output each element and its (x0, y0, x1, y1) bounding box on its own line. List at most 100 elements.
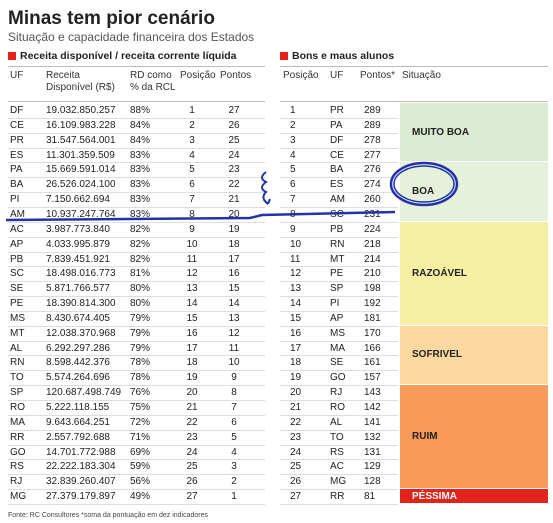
cell: 192 (364, 298, 381, 310)
row-rule (280, 489, 398, 491)
cell: 289 (364, 105, 381, 116)
row-rule (8, 400, 265, 401)
cell: 9 (231, 372, 237, 384)
cell: 128 (364, 476, 381, 488)
cell: MG (330, 476, 347, 488)
cell: 27 (290, 491, 302, 503)
row-rule (8, 177, 265, 179)
cell: 20 (186, 387, 198, 399)
section-heading: Bons e maus alunos (280, 50, 394, 62)
row-rule (8, 162, 265, 164)
cell: 10.937.247.764 (46, 208, 116, 220)
cell: AC (10, 223, 24, 235)
cell: 84% (130, 119, 151, 131)
cell: 16 (290, 327, 302, 339)
cell: CE (330, 149, 344, 161)
cell: 170 (364, 327, 381, 339)
cell: RO (330, 402, 345, 413)
cell: 1 (231, 491, 237, 503)
cell: 26.526.024.100 (46, 179, 116, 191)
cell: 22 (228, 179, 240, 191)
row-rule (280, 429, 398, 431)
subtitle: Situação e capacidade financeira dos Est… (8, 30, 255, 44)
cell: 278 (364, 134, 381, 146)
cell: AL (10, 342, 23, 354)
cell: 4 (231, 446, 237, 458)
cell: PE (330, 268, 344, 280)
cell: PI (10, 194, 20, 206)
cell: 5.222.118.155 (46, 402, 110, 413)
cell: 8 (189, 208, 195, 220)
cell: 72% (130, 416, 151, 428)
cell: 11 (186, 253, 198, 265)
cell: 83% (130, 194, 151, 206)
cell: RS (330, 446, 344, 458)
cell: 25 (290, 461, 302, 473)
row-rule (280, 147, 398, 149)
cell: 32.839.260.407 (46, 476, 116, 488)
cell: 83% (130, 208, 151, 220)
cell: 260 (364, 194, 381, 206)
row-rule (280, 400, 398, 401)
cell: 15 (228, 283, 240, 295)
cell: 231 (364, 208, 381, 220)
cell: 14.701.772.988 (46, 446, 116, 458)
cell: 75% (130, 402, 151, 413)
cell: PA (330, 119, 343, 131)
situation-band (400, 489, 548, 503)
cell: 25 (228, 134, 240, 146)
cell: 12 (228, 327, 240, 339)
row-rule (8, 385, 265, 387)
cell: 5.871.766.577 (46, 283, 110, 295)
cell: 15 (290, 312, 302, 324)
row-rule (8, 266, 265, 268)
row-rule (8, 355, 265, 357)
cell: SE (10, 283, 24, 295)
row-rule (8, 281, 265, 283)
cell: SE (330, 357, 344, 369)
cell: AC (330, 461, 344, 473)
cell: 17 (290, 342, 302, 354)
cell: 5 (189, 164, 195, 176)
cell: 7 (290, 194, 296, 206)
cell: 13 (186, 283, 198, 295)
cell: 5.574.264.696 (46, 372, 110, 384)
cell: ES (10, 149, 24, 161)
cell: 16 (186, 327, 198, 339)
cell: TO (10, 372, 24, 384)
cell: 13 (290, 283, 302, 295)
cell: RJ (10, 476, 23, 488)
situation-band (400, 162, 548, 221)
cell: 2 (189, 119, 195, 131)
column-header: Situação (402, 70, 441, 81)
cell: 19 (228, 223, 240, 235)
cell: 19 (186, 372, 198, 384)
cell: 69% (130, 446, 151, 458)
cell: 141 (364, 416, 381, 428)
row-rule (280, 355, 398, 357)
cell: 198 (364, 283, 381, 295)
cell: 4 (290, 149, 296, 161)
cell: 24 (186, 446, 198, 458)
cell: 276 (364, 164, 381, 176)
cell: 79% (130, 312, 151, 324)
cell: PI (330, 298, 340, 310)
cell: 14 (186, 298, 198, 310)
cell: 14 (290, 298, 302, 310)
cell: 23 (228, 164, 240, 176)
row-rule (8, 251, 265, 253)
cell: MG (10, 491, 27, 503)
cell: RS (10, 461, 24, 473)
row-rule (8, 474, 265, 476)
cell: 166 (364, 342, 381, 354)
cell: 82% (130, 223, 151, 235)
cell: 14 (228, 298, 240, 310)
cell: 9 (189, 223, 195, 235)
cell: RN (10, 357, 25, 369)
cell: 88% (130, 105, 151, 116)
cell: 8.430.674.405 (46, 312, 110, 324)
row-rule (8, 132, 265, 134)
cell: 15 (186, 312, 198, 324)
situation-label: MUITO BOA (412, 126, 470, 138)
